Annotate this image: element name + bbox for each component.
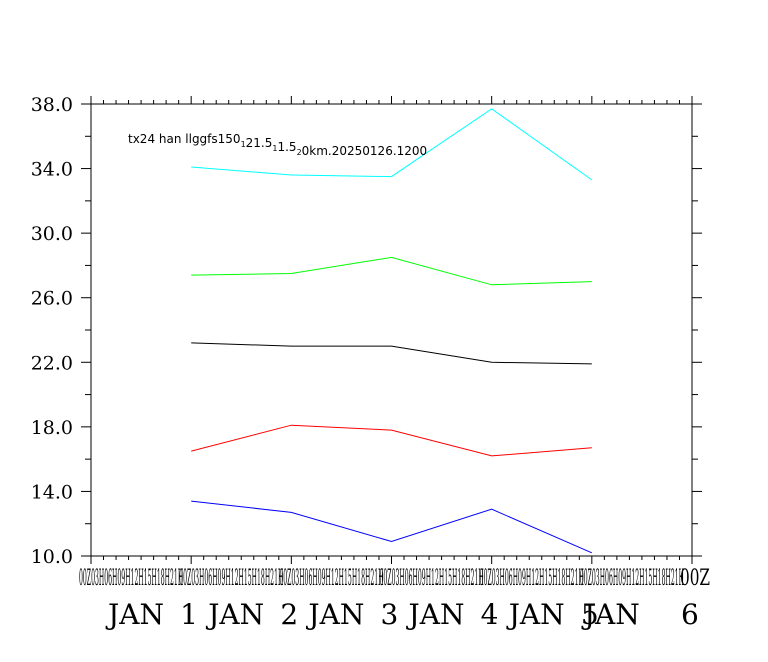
x-tick-label-date: JAN — [406, 598, 465, 631]
x-tick-label-date: JAN — [105, 598, 164, 631]
x-tick-label-hours: 00Z03H06H09H12H15H18H21H — [279, 566, 383, 591]
series-lines — [191, 108, 593, 554]
series-line — [191, 424, 592, 457]
minor-tick-marks — [90, 96, 693, 564]
y-tick-label: 38.0 — [31, 94, 73, 116]
series-line — [191, 342, 592, 365]
series-line — [191, 108, 593, 181]
x-tick-label-hours: 00Z03H06H09H12H15H18H21H — [380, 566, 484, 591]
caption-segment: 0km.20250126.1200 — [302, 144, 428, 158]
x-tick-label-hours: 00Z03H06H09H12H15H18H21H — [480, 566, 584, 591]
x-tick-label-hours: 00Z — [680, 566, 710, 591]
x-tick-label-date: JAN — [506, 598, 565, 631]
x-tick-label-date: 1 — [180, 598, 198, 631]
x-axis: 00Z03H06H09H12H15H18H21H00Z03H06H09H12H1… — [79, 566, 710, 631]
x-tick-label-date: 4 — [481, 598, 499, 631]
caption-segment: tx24 han llggfs150 — [128, 132, 241, 146]
x-tick-label-date: 5 — [581, 598, 599, 631]
x-tick-label-hours: 00Z03H06H09H12H15H18H21H — [179, 566, 283, 591]
x-tick-label-date: JAN — [581, 598, 640, 631]
y-tick-label: 26.0 — [31, 288, 73, 310]
caption-subscript: 2 — [297, 148, 302, 157]
caption-subscript: 1 — [241, 140, 246, 149]
y-tick-label: 10.0 — [31, 546, 73, 568]
series-line — [191, 500, 592, 554]
series-line — [191, 256, 592, 286]
caption-segment: 1.5 — [277, 140, 296, 154]
caption-subscript: 1 — [272, 144, 277, 153]
caption-segment: 21.5 — [246, 136, 273, 150]
x-tick-label-hours: 00Z03H06H09H12H15H18H21H — [79, 566, 183, 591]
x-tick-label-date: 6 — [681, 598, 699, 631]
x-tick-label-date: JAN — [205, 598, 264, 631]
plot-border — [90, 103, 693, 557]
y-tick-label: 18.0 — [31, 417, 73, 439]
x-tick-label-date: 2 — [280, 598, 298, 631]
x-tick-label-date: 3 — [380, 598, 398, 631]
x-tick-label-date: JAN — [305, 598, 364, 631]
y-axis: 10.0 14.0 18.0 22.0 26.0 30.0 34.0 38.0 — [31, 94, 702, 568]
y-tick-label: 22.0 — [31, 352, 73, 374]
y-tick-label: 30.0 — [31, 223, 73, 245]
plot-frame — [90, 103, 693, 557]
chart-caption: tx24 han llggfs150121.511.520km.20250126… — [128, 132, 427, 158]
y-tick-label: 34.0 — [31, 159, 73, 181]
y-tick-label: 14.0 — [31, 481, 73, 503]
x-tick-label-hours: 00Z03H06H09H12H15H18H21H — [580, 566, 684, 591]
